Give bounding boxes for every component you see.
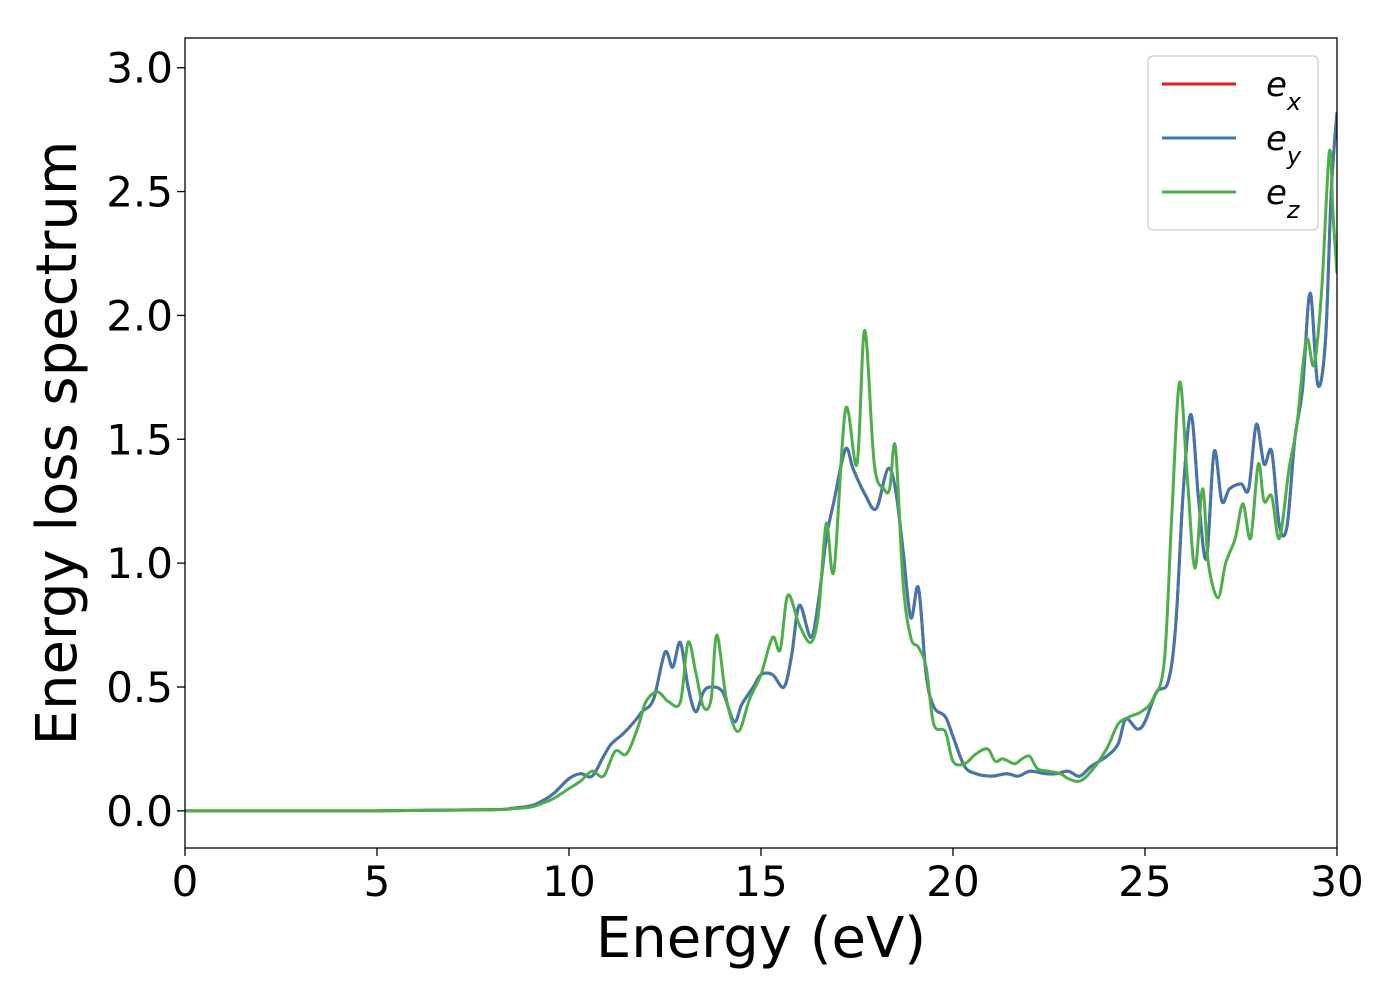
series-line-e-z (185, 148, 1337, 813)
x-axis-label: Energy (eV) (596, 906, 926, 971)
y-tick-label: 0.0 (106, 787, 173, 836)
legend-label: ez (1266, 173, 1301, 224)
x-tick-label: 25 (1118, 857, 1171, 906)
x-tick-label: 20 (926, 857, 979, 906)
y-tick-label: 1.0 (106, 539, 173, 588)
y-tick-label: 1.5 (106, 415, 173, 464)
x-axis: 0 5 10 15 20 25 30 (172, 848, 1364, 906)
y-tick-label: 2.5 (106, 168, 173, 217)
legend-label: ey (1266, 119, 1302, 170)
y-tick-label: 0.5 (106, 663, 173, 712)
series-lines (185, 112, 1337, 813)
y-axis-label: Energy loss spectrum (25, 141, 90, 746)
x-tick-label: 10 (542, 857, 595, 906)
x-tick-label: 0 (172, 857, 199, 906)
x-tick-label: 30 (1310, 857, 1363, 906)
y-tick-label: 3.0 (106, 44, 173, 93)
legend-label: ex (1266, 65, 1302, 116)
x-tick-label: 15 (734, 857, 787, 906)
x-tick-label: 5 (364, 857, 391, 906)
y-tick-label: 2.0 (106, 291, 173, 340)
legend-box (1147, 55, 1319, 231)
y-axis: 0.0 0.5 1.0 1.5 2.0 2.5 3.0 (106, 44, 185, 836)
